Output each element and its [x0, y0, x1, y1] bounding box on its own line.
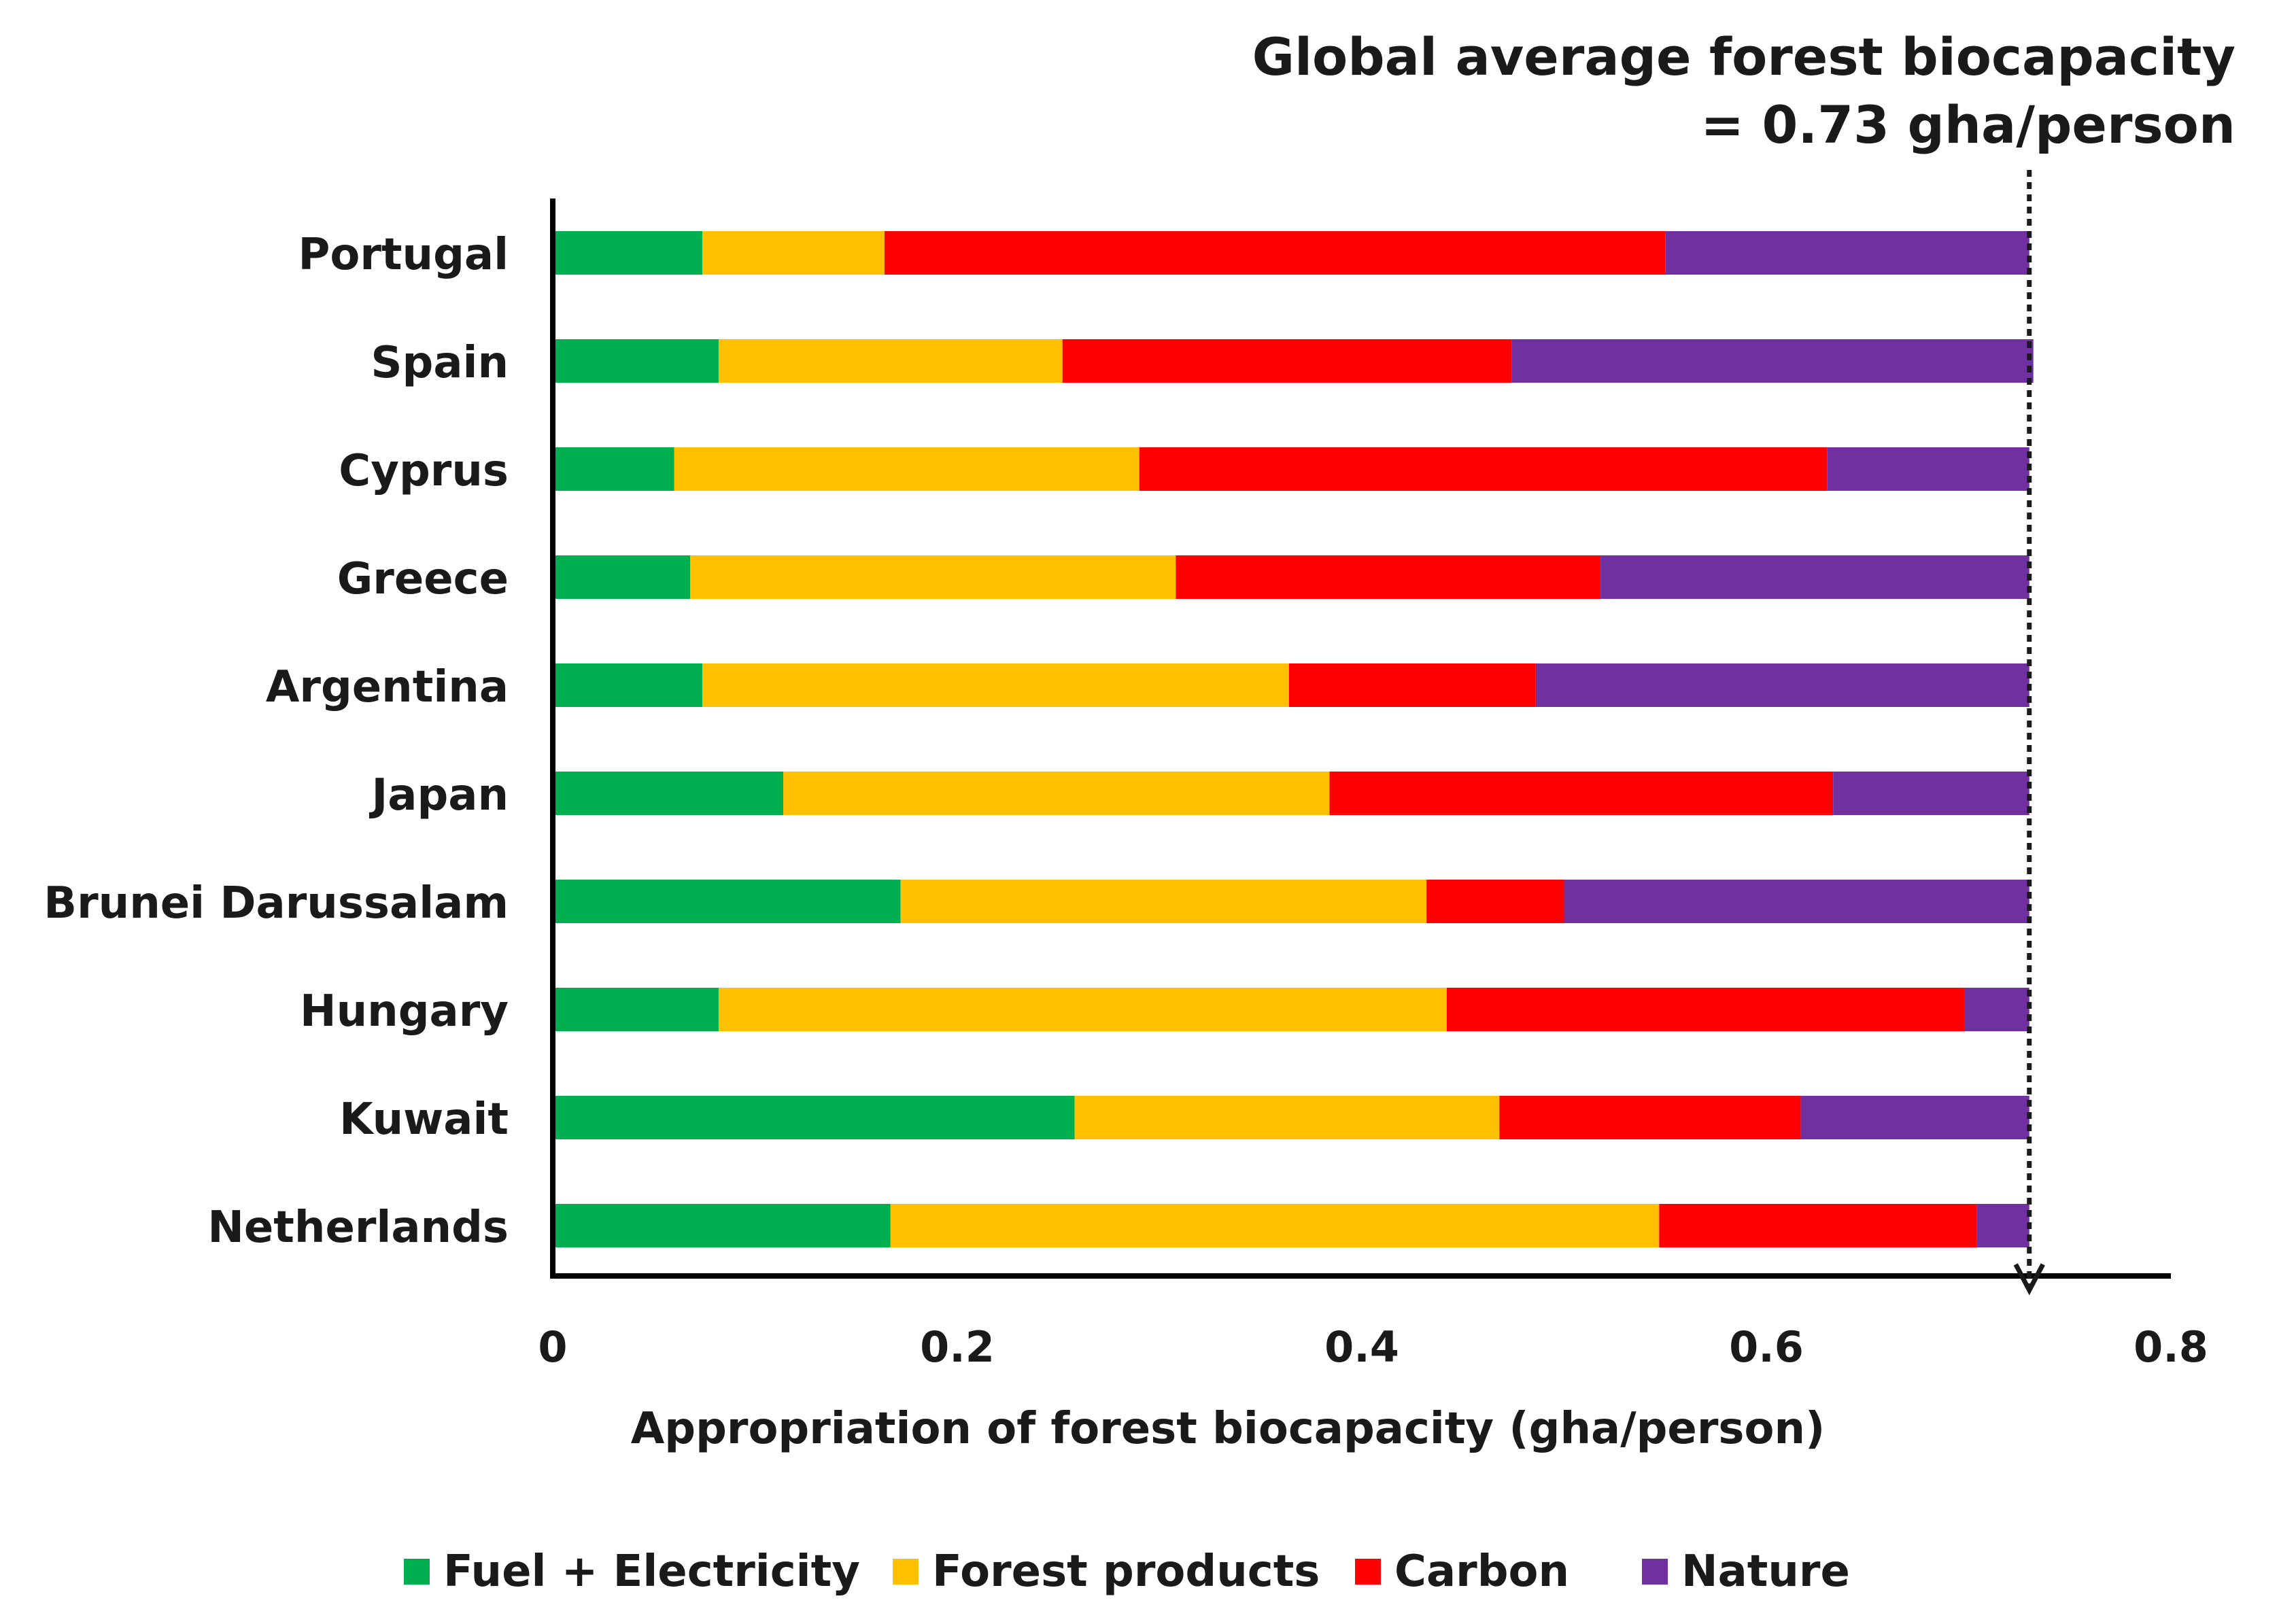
category-labels: Portugal Spain Cyprus Greece Argentina Japan B… — [44, 230, 509, 1253]
reference-label-line1: Global average forest biocapacity — [1252, 27, 2235, 87]
bar-segment-japan-forest-products — [783, 772, 1330, 815]
legend-swatch — [404, 1559, 430, 1585]
bar-segment-kuwait-nature — [1800, 1096, 2029, 1139]
bar-segment-greece-forest-products — [690, 555, 1176, 599]
bar-segment-greece-carbon — [1176, 555, 1601, 599]
bar-segment-japan-fuel-electricity — [553, 772, 784, 815]
x-tick-label: 0.6 — [1729, 1322, 1804, 1372]
bar-segment-argentina-fuel-electricity — [553, 663, 703, 707]
category-label: Netherlands — [207, 1203, 509, 1253]
bar-segment-cyprus-forest-products — [674, 447, 1140, 491]
legend-label: Forest products — [932, 1547, 1320, 1597]
bar-segment-portugal-carbon — [884, 231, 1666, 275]
bar-segment-cyprus-carbon — [1139, 447, 1828, 491]
bar-segment-hungary-fuel-electricity — [553, 988, 719, 1031]
bar-segment-portugal-fuel-electricity — [553, 231, 703, 275]
legend: Fuel + Electricity Forest products Carbon N… — [404, 1547, 1850, 1597]
bar-segment-hungary-forest-products — [718, 988, 1447, 1031]
bar-segment-spain-carbon — [1062, 339, 1512, 383]
reference-label-line2: = 0.73 gha/person — [1700, 94, 2235, 155]
bar-segment-portugal-nature — [1665, 231, 2029, 275]
bar-segment-brunei-darussalam-nature — [1564, 880, 2029, 923]
category-label: Spain — [371, 338, 509, 388]
bar-segment-argentina-carbon — [1288, 663, 1536, 707]
bar-segment-kuwait-fuel-electricity — [553, 1096, 1075, 1139]
category-label: Argentina — [266, 662, 509, 712]
bar-segment-kuwait-carbon — [1499, 1096, 1801, 1139]
x-axis-label: Appropriation of forest biocapacity (gha… — [631, 1404, 1826, 1454]
bar-segment-brunei-darussalam-forest-products — [900, 880, 1427, 923]
category-label: Portugal — [298, 230, 509, 280]
x-tick-label: 0.8 — [2134, 1322, 2208, 1372]
bar-segment-japan-nature — [1833, 772, 2029, 815]
legend-label: Fuel + Electricity — [443, 1547, 860, 1597]
bar-segment-greece-nature — [1600, 555, 2029, 599]
bar-segment-kuwait-forest-products — [1074, 1096, 1500, 1139]
bar-segment-japan-carbon — [1329, 772, 1834, 815]
bar-segment-greece-fuel-electricity — [553, 555, 691, 599]
bar-segment-portugal-forest-products — [702, 231, 885, 275]
bar-segment-netherlands-nature — [1976, 1204, 2029, 1247]
bar-segment-brunei-darussalam-fuel-electricity — [553, 880, 901, 923]
legend-item: Fuel + Electricity — [404, 1547, 860, 1597]
legend-swatch — [1642, 1559, 1668, 1585]
bar-segment-spain-fuel-electricity — [553, 339, 719, 383]
legend-item: Carbon — [1355, 1547, 1569, 1597]
legend-swatch — [1355, 1559, 1381, 1585]
bar-segment-hungary-carbon — [1446, 988, 1965, 1031]
bar-segment-cyprus-nature — [1827, 447, 2029, 491]
bar-segment-netherlands-forest-products — [890, 1204, 1660, 1247]
bars-layer — [553, 231, 2034, 1247]
bar-segment-netherlands-carbon — [1659, 1204, 1977, 1247]
legend-label: Carbon — [1394, 1547, 1569, 1597]
bar-segment-argentina-nature — [1535, 663, 2029, 707]
legend-label: Nature — [1681, 1547, 1850, 1597]
x-tick-label: 0.4 — [1324, 1322, 1399, 1372]
category-label: Kuwait — [339, 1094, 509, 1145]
x-tick-label: 0 — [538, 1322, 567, 1372]
bar-segment-argentina-forest-products — [702, 663, 1289, 707]
x-tick-label: 0.2 — [920, 1322, 995, 1372]
bar-segment-spain-forest-products — [718, 339, 1063, 383]
legend-swatch — [893, 1559, 919, 1585]
category-label: Greece — [337, 554, 509, 604]
category-label: Cyprus — [339, 446, 509, 496]
legend-item: Forest products — [893, 1547, 1320, 1597]
bar-segment-netherlands-fuel-electricity — [553, 1204, 891, 1247]
bar-segment-cyprus-fuel-electricity — [553, 447, 674, 491]
category-label: Brunei Darussalam — [44, 878, 509, 929]
category-label: Hungary — [300, 986, 509, 1037]
bar-segment-spain-nature — [1511, 339, 2034, 383]
x-tick-labels: 0 0.2 0.4 0.6 0.8 — [538, 1322, 2208, 1372]
bar-segment-hungary-nature — [1964, 988, 2029, 1031]
reference-arrow-icon — [2013, 1263, 2045, 1296]
legend-item: Nature — [1642, 1547, 1850, 1597]
bar-segment-brunei-darussalam-carbon — [1426, 880, 1564, 923]
category-label: Japan — [369, 770, 509, 820]
